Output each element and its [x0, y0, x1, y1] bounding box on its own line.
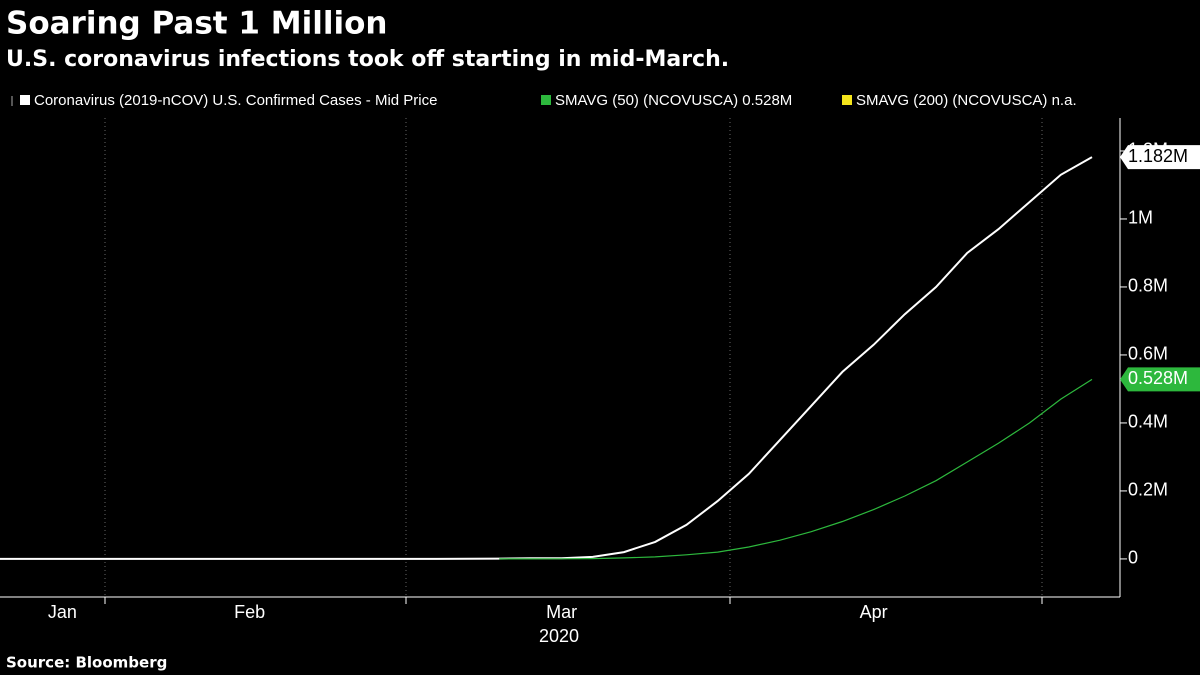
x-year-label: 2020 [539, 626, 579, 646]
month-ticks [104, 597, 1043, 604]
x-tick-label: Jan [48, 602, 77, 622]
value-label: 1.182M [1128, 146, 1188, 166]
y-tick-label: 0.2M [1128, 480, 1168, 500]
y-tick-label: 0.4M [1128, 412, 1168, 432]
chart-title: Soaring Past 1 Million [6, 6, 387, 42]
series-line [0, 156, 1093, 560]
legend-label: Coronavirus (2019-nCOV) U.S. Confirmed C… [34, 92, 437, 109]
x-tick-label: Mar [546, 602, 577, 622]
month-grid [104, 118, 1043, 597]
x-tick-label: Feb [234, 602, 265, 622]
legend-swatch [20, 95, 30, 105]
legend-swatch [842, 95, 852, 105]
y-tick-label: 0.8M [1128, 276, 1168, 296]
value-tag [1120, 367, 1200, 392]
value-label: 0.528M [1128, 368, 1188, 388]
legend-swatch [541, 95, 551, 105]
legend-label: SMAVG (50) (NCOVUSCA) 0.528M [555, 92, 792, 109]
y-tick-label: 0 [1128, 548, 1138, 568]
legend-label: SMAVG (200) (NCOVUSCA) n.a. [856, 92, 1077, 109]
value-tag [1120, 145, 1200, 170]
source: Source: Bloomberg [6, 654, 167, 672]
y-tick-label: 1M [1128, 208, 1153, 228]
y-tick-label: 0.6M [1128, 344, 1168, 364]
x-tick-label: Apr [860, 602, 888, 622]
series-line [499, 378, 1093, 560]
chart-subtitle: U.S. coronavirus infections took off sta… [6, 47, 729, 72]
